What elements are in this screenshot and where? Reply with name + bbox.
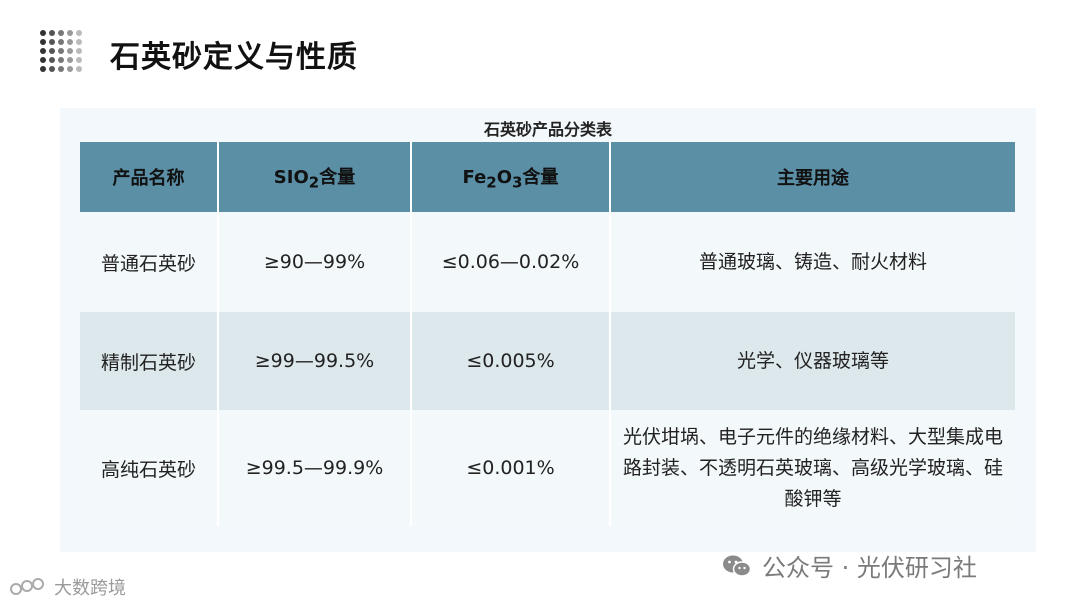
header-product-name: 产品名称: [80, 142, 219, 212]
grid-dot: [58, 66, 64, 72]
table-row: 普通石英砂 ≥90—99% ≤0.06—0.02% 普通玻璃、铸造、耐火材料: [80, 212, 1015, 312]
grid-dot: [76, 66, 82, 72]
cell-use: 光学、仪器玻璃等: [610, 312, 1015, 410]
table-caption: 石英砂产品分类表: [483, 120, 612, 139]
page-title: 石英砂定义与性质: [110, 40, 358, 75]
grid-dot: [67, 30, 73, 36]
grid-dot: [40, 39, 46, 45]
decorative-dot-grid: [40, 30, 82, 72]
grid-dot: [40, 66, 46, 72]
header-sio2-content: SIO2含量: [218, 142, 412, 212]
grid-dot: [49, 30, 55, 36]
grid-dot: [76, 48, 82, 54]
cell-product-name: 高纯石英砂: [80, 410, 219, 526]
grid-dot: [76, 39, 82, 45]
brand-logo-icon: [10, 578, 44, 595]
cell-fe2o3: ≤0.06—0.02%: [411, 212, 611, 312]
quartz-sand-classification-table: 产品名称 SIO2含量 Fe2O3含量 主要用途 普通石英砂 ≥90—99% ≤…: [80, 142, 1015, 526]
grid-dot: [58, 57, 64, 63]
grid-dot: [67, 66, 73, 72]
cell-sio2: ≥99.5—99.9%: [218, 410, 412, 526]
cell-fe2o3: ≤0.005%: [411, 312, 611, 410]
header-fe2o3-content: Fe2O3含量: [411, 142, 611, 212]
grid-dot: [49, 57, 55, 63]
grid-dot: [40, 57, 46, 63]
cell-product-name: 精制石英砂: [80, 312, 219, 410]
grid-dot: [58, 48, 64, 54]
watermark-left: 大数跨境: [10, 574, 126, 600]
grid-dot: [40, 30, 46, 36]
cell-product-name: 普通石英砂: [80, 212, 219, 312]
cell-sio2: ≥90—99%: [218, 212, 412, 312]
table-panel: 石英砂产品分类表 产品名称 SIO2含量 Fe2O3含量 主要用途 普通石英砂 …: [60, 108, 1036, 552]
grid-dot: [49, 48, 55, 54]
grid-dot: [49, 39, 55, 45]
header-main-use: 主要用途: [610, 142, 1015, 212]
grid-dot: [67, 48, 73, 54]
grid-dot: [67, 39, 73, 45]
grid-dot: [76, 30, 82, 36]
grid-dot: [76, 57, 82, 63]
cell-fe2o3: ≤0.001%: [411, 410, 611, 526]
cell-sio2: ≥99—99.5%: [218, 312, 412, 410]
watermark-right: 公众号 · 光伏研习社: [722, 548, 977, 583]
grid-dot: [67, 57, 73, 63]
grid-dot: [58, 39, 64, 45]
grid-dot: [58, 30, 64, 36]
watermark-left-text: 大数跨境: [54, 578, 126, 599]
watermark-right-text: 公众号 · 光伏研习社: [762, 554, 977, 582]
table-row: 高纯石英砂 ≥99.5—99.9% ≤0.001% 光伏坩埚、电子元件的绝缘材料…: [80, 410, 1015, 526]
table-row: 精制石英砂 ≥99—99.5% ≤0.005% 光学、仪器玻璃等: [80, 312, 1015, 410]
wechat-icon: [723, 555, 752, 577]
cell-use: 普通玻璃、铸造、耐火材料: [610, 212, 1015, 312]
table-header-row: 产品名称 SIO2含量 Fe2O3含量 主要用途: [80, 142, 1015, 212]
grid-dot: [40, 48, 46, 54]
grid-dot: [49, 66, 55, 72]
cell-use: 光伏坩埚、电子元件的绝缘材料、大型集成电路封装、不透明石英玻璃、高级光学玻璃、硅…: [610, 410, 1015, 526]
